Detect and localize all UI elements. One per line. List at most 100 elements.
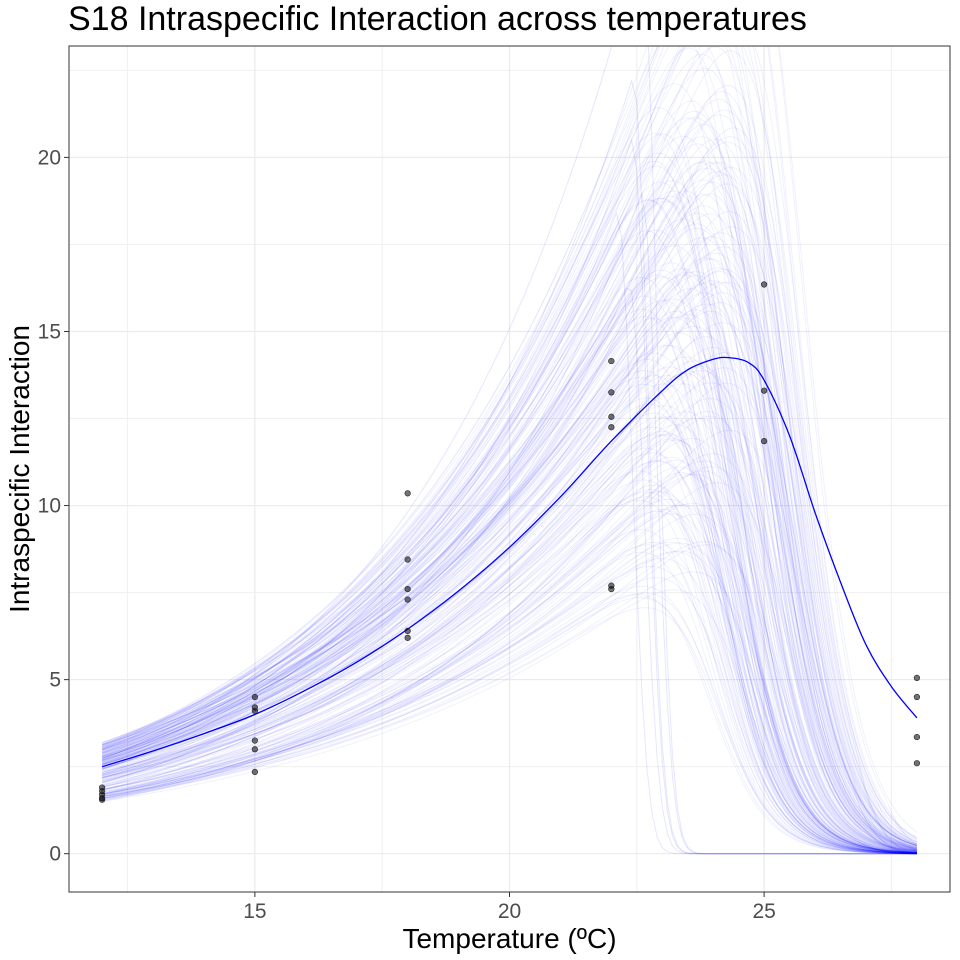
posterior-sample-curve	[101, 351, 918, 846]
posterior-sample-curve	[102, 577, 917, 855]
posterior-sample-curve	[101, 179, 917, 849]
posterior-sample-curve	[101, 452, 917, 854]
posterior-sample-curve	[102, 367, 917, 855]
posterior-sample-curve	[102, 565, 917, 854]
data-point	[913, 733, 920, 741]
data-point	[761, 387, 768, 394]
posterior-sample-curve	[101, 499, 917, 855]
posterior-sample-curve	[102, 508, 917, 854]
posterior-sample-curve	[102, 542, 917, 854]
posterior-sample-curve	[101, 316, 917, 854]
posterior-sample-curve	[102, 502, 917, 853]
posterior-sample-curve	[101, 491, 917, 854]
posterior-sample-curve	[101, 479, 917, 855]
data-point	[913, 760, 920, 767]
posterior-sample-curve	[101, 416, 917, 854]
fitted-curve-layer	[101, 356, 918, 768]
posterior-sample-curve	[101, 211, 917, 855]
posterior-sample-curve	[101, 117, 917, 850]
data-point	[913, 674, 920, 681]
fitted-curve	[101, 356, 918, 768]
posterior-sample-curve	[101, 370, 917, 852]
data-point	[761, 281, 768, 288]
posterior-sample-curve	[101, 437, 917, 854]
posterior-sample-curve	[101, 46, 918, 838]
posterior-sample-curve	[101, 269, 917, 854]
posterior-sample-curve	[101, 110, 917, 853]
posterior-sample-curve	[102, 382, 918, 847]
posterior-sample-curve	[102, 470, 917, 852]
posterior-sample-curve	[101, 504, 917, 854]
posterior-sample-curve	[101, 317, 917, 854]
posterior-sample-curve	[101, 212, 917, 851]
posterior-sample-curve	[101, 190, 917, 852]
posterior-sample-curve	[101, 416, 917, 854]
data-point	[761, 438, 768, 445]
posterior-sample-curve	[101, 383, 917, 855]
data-point	[913, 693, 920, 701]
posterior-sample-curve	[101, 213, 918, 848]
posterior-sample-curve	[102, 544, 917, 852]
posterior-sample-curve	[101, 466, 917, 854]
posterior-sample-curve	[102, 551, 917, 854]
posterior-sample-curve	[102, 571, 917, 854]
posterior-sample-curve	[101, 190, 917, 853]
posterior-sample-curve	[101, 438, 917, 854]
posterior-sample-curve	[101, 274, 917, 854]
posterior-sample-curve	[101, 322, 918, 846]
posterior-sample-curve	[101, 46, 917, 855]
posterior-sample-curve	[101, 270, 918, 846]
posterior-sample-curve	[101, 367, 917, 854]
posterior-sample-curve	[102, 484, 917, 854]
posterior-sample-curve	[101, 181, 918, 848]
posterior-sample-curve	[102, 592, 917, 855]
posterior-sample-curve	[102, 504, 917, 854]
posterior-sample-curve	[101, 282, 917, 849]
posterior-sample-curve	[102, 589, 917, 855]
posterior-sample-curve	[102, 410, 917, 851]
posterior-sample-curve	[102, 551, 917, 855]
posterior-sample-curve	[101, 292, 918, 846]
posterior-sample-curve	[101, 309, 917, 851]
posterior-sample-curve	[101, 271, 917, 851]
posterior-sample-curve	[101, 346, 917, 849]
posterior-sample-curve	[101, 301, 918, 847]
posterior-sample-curve	[102, 456, 917, 854]
data-point	[404, 490, 411, 497]
posterior-sample-curve	[102, 550, 917, 854]
data-point	[608, 413, 615, 420]
posterior-sample-curve	[101, 298, 917, 853]
posterior-sample-curve	[101, 405, 917, 854]
posterior-sample-curve	[101, 397, 917, 850]
posterior-sample-curve	[101, 183, 918, 843]
posterior-sample-curve	[102, 537, 917, 854]
posterior-sample-curve	[101, 417, 917, 852]
posterior-sample-curve	[101, 292, 917, 852]
posterior-sample-curve	[101, 434, 917, 854]
posterior-sample-curve	[101, 424, 917, 854]
posterior-sample-curve	[102, 466, 917, 854]
data-point	[404, 596, 411, 603]
posterior-sample-curve	[101, 170, 917, 855]
posterior-sample-curve	[102, 593, 917, 854]
y-tick-label: 5	[49, 669, 61, 692]
posterior-sample-curve	[102, 541, 917, 852]
y-axis-title: Intraspecific Interaction	[4, 325, 35, 613]
posterior-sample-curve	[101, 46, 918, 846]
posterior-sample-curve	[101, 232, 917, 855]
data-point	[251, 693, 258, 701]
posterior-sample-curves	[101, 46, 918, 855]
posterior-sample-curve	[101, 257, 918, 851]
posterior-sample-curve	[101, 46, 918, 850]
posterior-sample-curve	[101, 50, 918, 839]
posterior-sample-curve	[101, 336, 917, 850]
posterior-sample-curve	[101, 138, 917, 855]
posterior-sample-curve	[101, 315, 917, 854]
posterior-sample-curve	[101, 141, 917, 855]
posterior-sample-curve	[102, 452, 917, 850]
data-point	[404, 586, 411, 593]
data-point	[251, 768, 258, 775]
posterior-sample-curve	[101, 316, 917, 853]
posterior-sample-curve	[101, 123, 918, 849]
posterior-sample-curve	[101, 193, 917, 849]
